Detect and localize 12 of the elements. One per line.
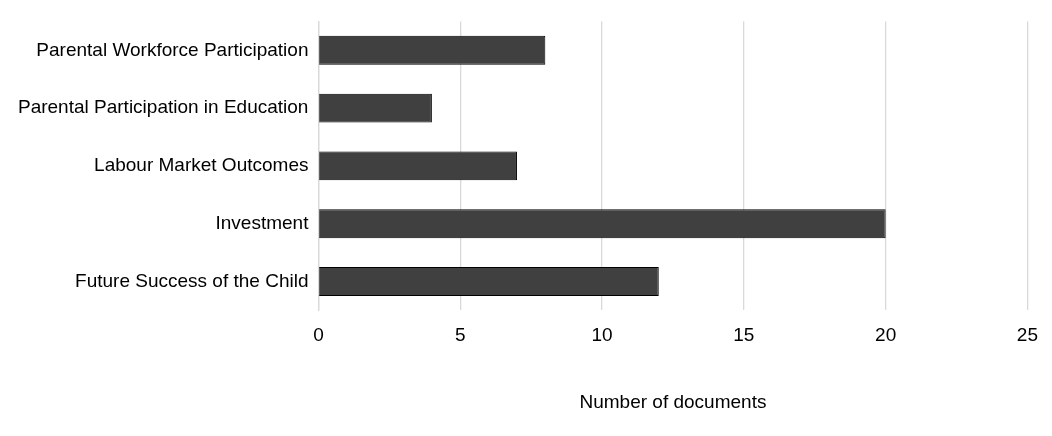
x-axis-title: Number of documents — [579, 390, 767, 412]
x-tick-label: 25 — [1016, 324, 1038, 346]
x-tick-label: 5 — [454, 324, 466, 346]
y-tick-label: Parental Workforce Participation — [36, 38, 309, 60]
y-tick-label: Investment — [215, 211, 310, 233]
x-tick-label: 10 — [591, 324, 613, 346]
x-tick-label: 15 — [733, 324, 755, 346]
y-tick-label: Labour Market Outcomes — [94, 154, 309, 176]
x-tick-label: 20 — [875, 324, 897, 346]
y-tick-label: Future Success of the Child — [75, 269, 309, 291]
y-tick-label: Parental Participation in Education — [17, 96, 309, 118]
x-tick-label: 0 — [313, 324, 324, 346]
